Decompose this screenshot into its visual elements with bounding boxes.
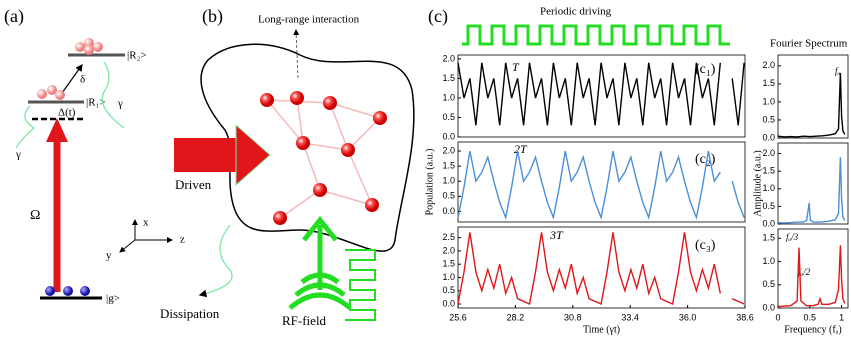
y-tick-label: 0.0 (762, 132, 775, 142)
subpanel-label: (c₂) (695, 152, 716, 167)
panel-label: (b) (202, 6, 223, 27)
y-tick-label: 1.5 (762, 78, 775, 88)
y-tick-label: 1.0 (762, 183, 775, 193)
x-tick-label: 1 (839, 312, 844, 322)
y-tick-label: 2.5 (442, 232, 455, 242)
x-tick-label: 0.5 (804, 312, 817, 322)
y-tick-label: 0.5 (442, 285, 455, 295)
annotation: T (512, 60, 520, 74)
y-tick-label: 1.5 (442, 161, 455, 171)
y-tick-label: 1.0 (442, 92, 455, 102)
subpanel-label: (c₃) (695, 238, 716, 253)
x-tick-label: 33.4 (621, 312, 639, 322)
y-tick-label: 2.0 (762, 148, 775, 158)
y-tick-label: 0.5 (442, 112, 455, 122)
data-line (457, 62, 745, 126)
label: Long-range interaction (258, 14, 360, 26)
y-tick-label: 0.5 (762, 279, 775, 289)
panel-label: (a) (4, 6, 24, 27)
y-tick-label: 0.5 (762, 201, 775, 211)
axis-label: y (106, 250, 112, 262)
data-line (777, 245, 846, 308)
plot-frame (777, 228, 849, 309)
x-tick-label: 30.8 (564, 312, 582, 322)
y-tick-label: 0.0 (762, 302, 775, 312)
axis-label: x (143, 217, 149, 229)
y-tick-label: 1.5 (442, 73, 455, 83)
level-label: |R₂> (127, 50, 147, 62)
panel-b: (b) Long-range interaction Driven Dissip… (160, 6, 415, 328)
plot-frame (457, 226, 746, 309)
data-line (457, 232, 745, 305)
annotation: fₐ/3 (786, 232, 799, 242)
annotation: fₐ/2 (798, 267, 811, 277)
x-tick-label: 28.2 (507, 312, 525, 322)
y-tick-label: 2.0 (442, 53, 455, 63)
level-label: |R₁> (86, 97, 106, 109)
y-axis-label: Amplitude (a.u.) (752, 150, 763, 216)
panel-c: (c) Periodic driving Fourier Spectrum (428, 6, 848, 50)
plot-frame (777, 54, 849, 139)
x-tick-label: 0 (775, 312, 780, 322)
y-tick-label: 0.5 (442, 191, 455, 201)
y-tick-label: 0.0 (762, 218, 775, 228)
data-line (457, 150, 745, 220)
y-tick-label: 0.0 (442, 131, 455, 141)
y-tick-label: 0.0 (442, 206, 455, 216)
y-tick-label: 1.5 (442, 259, 455, 269)
subpanel-label: (c₁) (695, 62, 716, 77)
annotation: fₐ (835, 66, 841, 76)
level-label: |g> (106, 293, 120, 305)
x-axis-label: Time (γt) (583, 324, 620, 335)
x-tick-label: 38.6 (736, 312, 754, 322)
annotation: 3T (549, 228, 564, 242)
plot-frame (457, 141, 746, 223)
label: Periodic driving (540, 6, 612, 18)
data-line (777, 72, 846, 138)
label: δ (80, 74, 85, 86)
y-tick-label: 1.0 (442, 176, 455, 186)
label: γ (117, 98, 123, 110)
label: γ (15, 149, 21, 161)
y-tick-label: 2.0 (442, 245, 455, 255)
plot-frame (777, 142, 849, 225)
data-line (777, 157, 846, 224)
panel-a: (a) |R₂> δ |R₁> Δ(t) γ γ Ω |g> x z y (4, 6, 185, 304)
x-axis-label: Frequency (fₐ) (784, 324, 841, 335)
y-tick-label: 0.0 (442, 298, 455, 308)
panel-label: (c) (428, 6, 448, 27)
plot-frame (457, 54, 746, 138)
label: Dissipation (160, 306, 220, 321)
y-axis-label: Population (a.u.) (424, 149, 435, 216)
y-tick-label: 1.5 (762, 166, 775, 176)
y-tick-label: 0.5 (762, 114, 775, 124)
y-tick-label: 1.5 (762, 233, 775, 243)
label: Ω (30, 208, 40, 223)
axis-label: z (180, 234, 185, 246)
x-tick-label: 36.0 (679, 312, 697, 322)
annotation: 2T (514, 142, 528, 156)
x-tick-label: 25.6 (449, 312, 467, 322)
label: RF-field (282, 313, 327, 328)
label: Fourier Spectrum (770, 38, 848, 50)
label: Δ(t) (58, 107, 76, 119)
y-tick-label: 1.0 (442, 272, 455, 282)
y-tick-label: 2.0 (442, 145, 455, 155)
y-tick-label: 1.0 (762, 256, 775, 266)
y-tick-label: 1.0 (762, 96, 775, 106)
label: Driven (175, 177, 212, 192)
y-tick-label: 2.0 (762, 60, 775, 70)
